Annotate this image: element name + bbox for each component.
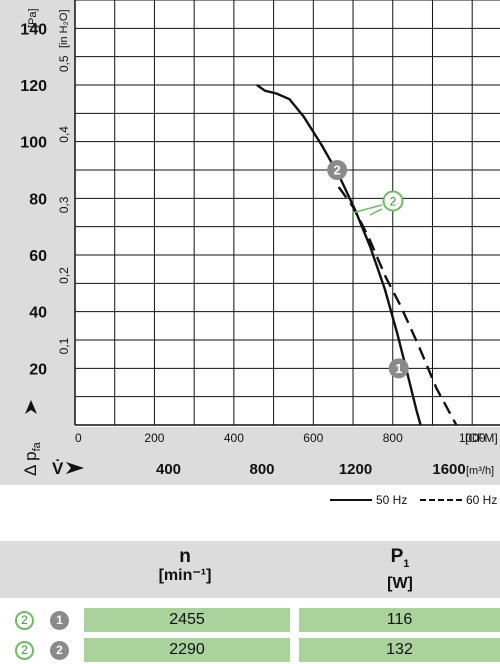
column-header-speed: n [min⁻¹] bbox=[80, 547, 290, 585]
power-cell: 132 bbox=[299, 638, 500, 662]
legend-label: 50 Hz bbox=[376, 493, 408, 507]
y-tick-label: 100 bbox=[20, 135, 47, 152]
plot-area bbox=[75, 0, 500, 427]
column-header-power: P1 [W] bbox=[300, 547, 500, 593]
y-tick-label: 60 bbox=[29, 248, 47, 265]
speed-cell: 2290 bbox=[84, 638, 290, 662]
point-badge: 2 bbox=[50, 641, 69, 660]
y-tick-label-secondary: 0,5 bbox=[57, 55, 71, 72]
x-tick-label-secondary: 400 bbox=[156, 461, 181, 478]
y-axis-arrow-icon bbox=[25, 400, 37, 414]
header-unit: [W] bbox=[387, 574, 413, 592]
operating-point-label: 1 bbox=[395, 361, 402, 376]
table-header: n [min⁻¹] P1 [W] bbox=[0, 541, 500, 598]
power-cell: 116 bbox=[299, 608, 500, 632]
operating-point-marker bbox=[327, 160, 348, 180]
y-tick-label: 20 bbox=[29, 361, 47, 378]
header-symbol: P1 bbox=[390, 546, 410, 570]
condition-badge: 2 bbox=[15, 611, 34, 630]
condition-leader-line bbox=[369, 208, 383, 216]
x-tick-label: 600 bbox=[303, 431, 323, 445]
grid-lines bbox=[74, 0, 500, 426]
x-tick-label: 400 bbox=[224, 431, 244, 445]
y-tick-label: 140 bbox=[20, 21, 47, 38]
x-tick-label: 800 bbox=[383, 431, 403, 445]
operating-points: 1 2 2 bbox=[327, 160, 409, 379]
header-unit: [min⁻¹] bbox=[158, 567, 212, 584]
y-tick-label-secondary: 0,1 bbox=[57, 337, 71, 354]
y-tick-label: 40 bbox=[29, 305, 47, 322]
operating-point-label: 2 bbox=[334, 163, 341, 178]
x-axis-arrow-icon bbox=[66, 462, 84, 474]
legend-solid-line-icon bbox=[330, 499, 372, 501]
y-tick-label: 80 bbox=[29, 191, 47, 208]
legend: 50 Hz 60 Hz bbox=[330, 493, 500, 509]
x-tick-label-secondary: 1200 bbox=[339, 461, 372, 478]
legend-item-50hz: 50 Hz bbox=[330, 493, 407, 507]
y-tick-label-secondary: 0,2 bbox=[57, 267, 71, 284]
x-tick-label: 1000 bbox=[459, 431, 486, 445]
x-tick-label-secondary: 800 bbox=[250, 461, 275, 478]
condition-marker-label: 2 bbox=[390, 195, 397, 209]
legend-item-60hz: 60 Hz bbox=[420, 493, 497, 507]
y-unit-label-secondary: [in H₂O] bbox=[58, 10, 70, 49]
condition-marker bbox=[382, 190, 404, 212]
x-unit-label-secondary: [m³/h] bbox=[466, 465, 494, 477]
x-tick-label-secondary: 1600 bbox=[432, 461, 465, 478]
y-tick-label: 120 bbox=[20, 78, 47, 95]
x-tick-label: 200 bbox=[144, 431, 164, 445]
condition-leader-line bbox=[351, 204, 383, 214]
legend-dashed-line-icon bbox=[420, 499, 462, 501]
operating-point-marker bbox=[388, 358, 409, 379]
y-tick-label-secondary: 0,3 bbox=[57, 196, 71, 213]
x-axis-symbol: V̇ bbox=[52, 459, 64, 478]
y-unit-label: [Pa] bbox=[27, 8, 39, 28]
y-tick-label-secondary: 0,4 bbox=[57, 126, 71, 143]
condition-badge: 2 bbox=[15, 641, 34, 660]
x-unit-label: [CFM] bbox=[465, 431, 498, 445]
point-badge: 1 bbox=[50, 611, 69, 630]
x-tick-label: 0 bbox=[75, 431, 82, 445]
table-row: 2 1 2455 116 bbox=[0, 608, 500, 632]
speed-cell: 2455 bbox=[84, 608, 290, 632]
header-symbol: n bbox=[179, 546, 191, 567]
table-row: 2 2 2290 132 bbox=[0, 638, 500, 662]
legend-label: 60 Hz bbox=[466, 493, 498, 507]
